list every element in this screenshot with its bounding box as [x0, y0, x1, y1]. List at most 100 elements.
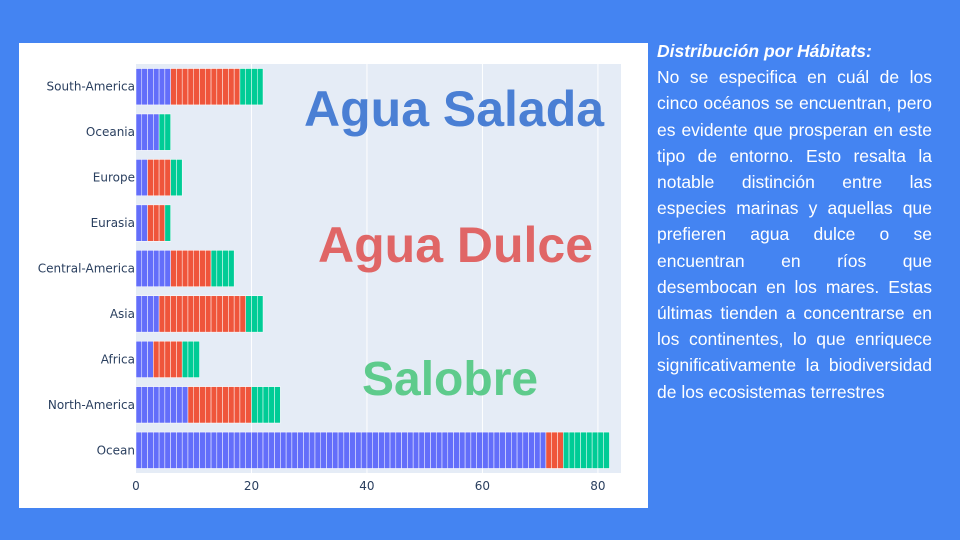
bar-segment	[268, 431, 275, 469]
description-panel: Distribución por Hábitats: No se especif…	[657, 38, 932, 405]
bar-segment	[158, 159, 166, 197]
bar-segment	[158, 386, 166, 424]
bar-segment	[193, 431, 200, 469]
bar-segment	[210, 250, 218, 287]
y-category-label: South-America	[47, 80, 135, 94]
bar-segment	[141, 431, 148, 469]
bar-segment	[222, 68, 229, 106]
bar-segment	[314, 431, 322, 469]
bar-segment	[187, 431, 194, 469]
bar-segment	[153, 340, 160, 378]
bar-segment	[597, 431, 604, 469]
bar-segment	[580, 431, 587, 469]
y-category-label: Ocean	[97, 443, 135, 457]
bar-segment	[193, 68, 200, 106]
bar-segment	[222, 295, 229, 333]
bar-segment	[158, 295, 166, 333]
bar-segment	[487, 431, 495, 469]
bar-segment	[135, 295, 143, 333]
bar-segment	[153, 295, 160, 333]
bar-segment	[303, 431, 310, 469]
bar-segment	[164, 250, 171, 287]
chart-panel: Ocean North-America Africa Asia Central-Amer…	[19, 43, 648, 508]
bar-segment	[164, 340, 171, 378]
bar-segment	[158, 68, 166, 106]
bar-segment	[153, 113, 160, 151]
bar-segment	[164, 386, 171, 424]
bar-segment	[563, 431, 570, 469]
bar-segment	[251, 386, 258, 424]
y-category-label: Asia	[110, 307, 135, 321]
x-tick-label: 40	[359, 479, 374, 493]
bar-segment	[586, 431, 593, 469]
bar-segment	[205, 386, 212, 424]
bar-segment	[262, 431, 270, 469]
bar-segment	[135, 250, 143, 287]
x-tick-label: 0	[132, 479, 140, 493]
bar-segment	[141, 159, 148, 197]
bar-segment	[534, 431, 541, 469]
bar-segment	[205, 250, 212, 287]
bar-segment	[164, 295, 171, 333]
bar-segment	[499, 431, 506, 469]
bar-segment	[239, 295, 246, 333]
bar-segment	[591, 431, 599, 469]
bar-segment	[343, 431, 350, 469]
bar-segment	[170, 431, 177, 469]
bar-segment	[205, 431, 212, 469]
bar-segment	[147, 340, 154, 378]
bar-segment	[482, 431, 489, 469]
bar-segment	[459, 431, 466, 469]
bar-segment	[245, 431, 252, 469]
bar-segment	[228, 431, 235, 469]
bar-segment	[297, 431, 304, 469]
bar-segment	[228, 250, 235, 287]
bar-segment	[251, 68, 258, 106]
bar-segment	[470, 431, 477, 469]
bar-segment	[170, 250, 177, 287]
bar-segment	[141, 250, 148, 287]
bar-segment	[176, 340, 183, 378]
y-category-label: Eurasia	[91, 216, 135, 230]
y-category-label: Europe	[93, 171, 135, 185]
bar-segment	[187, 295, 194, 333]
bar-segment	[141, 386, 148, 424]
bar-segment	[505, 431, 512, 469]
bar-segment	[430, 431, 437, 469]
bar-segment	[326, 431, 333, 469]
bar-segment	[176, 68, 183, 106]
bar-segment	[170, 159, 177, 197]
bar-segment	[158, 250, 166, 287]
bar-segment	[193, 250, 200, 287]
x-tick-label: 20	[244, 479, 259, 493]
bar-segment	[181, 295, 189, 333]
bar-segment	[245, 386, 252, 424]
y-category-label: Oceania	[86, 125, 135, 139]
bar-segment	[210, 295, 218, 333]
bar-segment	[141, 295, 148, 333]
bar-segment	[176, 431, 183, 469]
bar-segment	[164, 113, 171, 151]
bar-segment	[384, 431, 391, 469]
bar-segment	[435, 431, 443, 469]
bar-segment	[464, 431, 472, 469]
bar-segment	[193, 386, 200, 424]
bar-segment	[257, 386, 264, 424]
bar-segment	[320, 431, 327, 469]
bar-segment	[147, 204, 154, 242]
bar-segment	[176, 386, 183, 424]
bar-chart: Ocean North-America Africa Asia Central-Amer…	[38, 64, 621, 493]
bar-segment	[395, 431, 402, 469]
bar-segment	[153, 250, 160, 287]
bar-segment	[551, 431, 558, 469]
bar-segment	[176, 159, 183, 197]
x-tick-label: 60	[475, 479, 490, 493]
bar-segment	[170, 295, 177, 333]
legend-label-agua-dulce: Agua Dulce	[318, 217, 594, 273]
bar-segment	[135, 431, 143, 469]
bar-segment	[181, 250, 189, 287]
bar-segment	[170, 386, 177, 424]
bar-segment	[308, 431, 316, 469]
bar-segment	[233, 431, 241, 469]
bar-segment	[170, 340, 177, 378]
